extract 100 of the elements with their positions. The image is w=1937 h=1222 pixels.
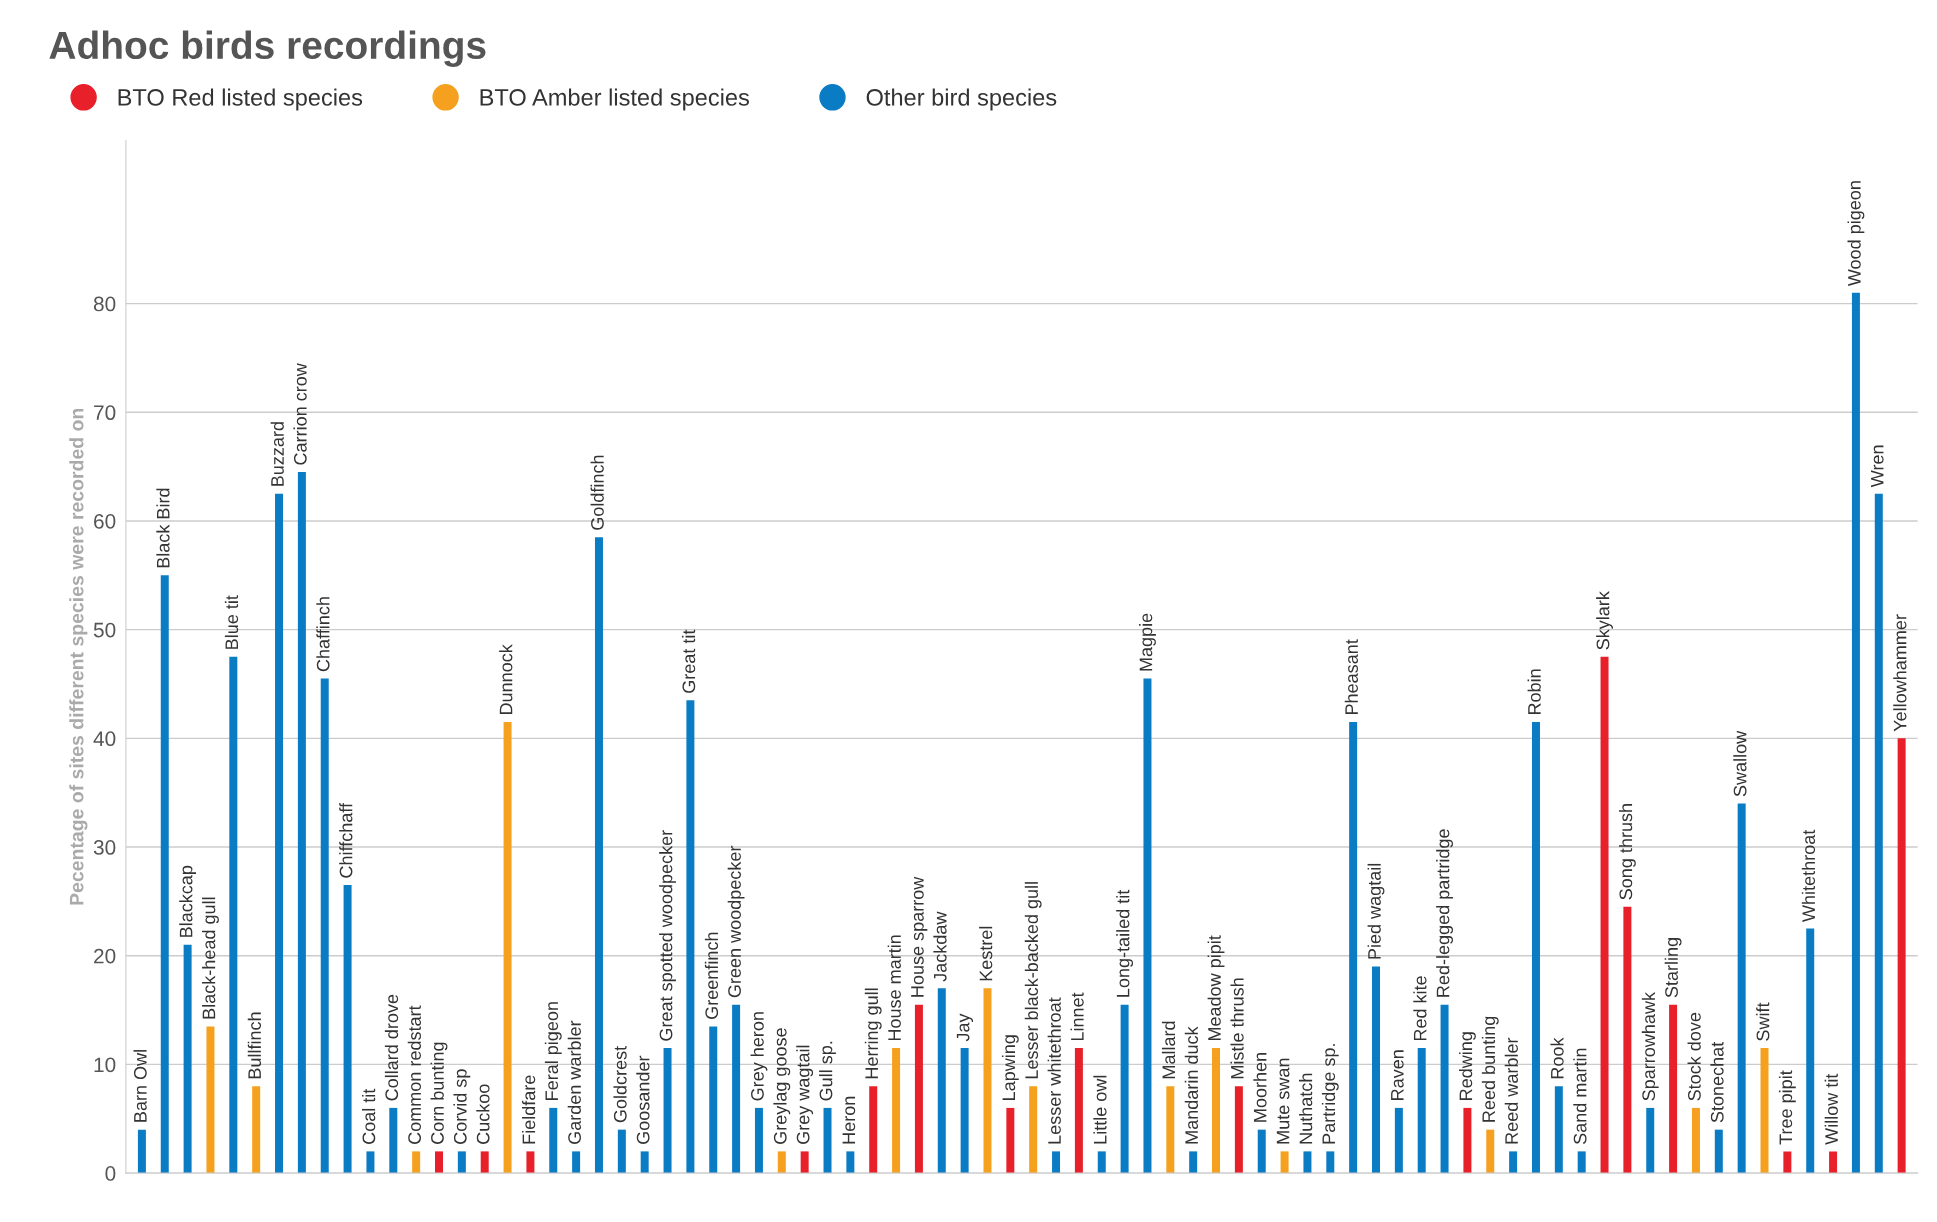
x-tick-label: Chiffchaff [339,802,353,878]
x-tick-label: Buzzard [270,422,284,486]
bar [1143,678,1152,1174]
bar [594,537,603,1174]
bar [777,1151,786,1174]
bar [754,1107,763,1174]
bar [412,1151,421,1174]
x-tick-label: Tree pipit [1778,1070,1796,1145]
x-tick-label: Heron [842,1096,856,1144]
bar [1851,292,1860,1174]
x-tick-label: Lapwing [1001,1035,1019,1100]
x-tick-label: Little owl [1093,1075,1107,1144]
bar [1577,1151,1586,1174]
bar [1440,1004,1449,1174]
x-tick-label: Pied wagtail [1367,863,1385,959]
x-tick-label: Wood pigeon [1847,181,1865,287]
bar [1623,906,1632,1174]
bar [800,1151,809,1174]
x-tick-label: Mandarin duck [1184,1026,1199,1144]
bar [549,1107,558,1174]
bar [1120,1004,1129,1174]
x-tick-label: Whitethroat [1801,829,1816,922]
bar [229,656,238,1174]
x-tick-label: Black Bird [156,488,170,568]
x-tick-label: Grey heron [750,1012,768,1101]
x-tick-label: Raven [1391,1050,1404,1100]
x-tick-label: Mallard [1161,1021,1176,1079]
bar [1737,803,1746,1174]
bar [160,575,169,1174]
x-tick-label: Greenfinch [704,932,719,1019]
bar [320,678,329,1174]
bar [823,1107,832,1174]
bar [1760,1048,1769,1174]
bar [526,1151,535,1174]
y-tick-label: 60 [94,513,116,529]
legend-label: BTO Red listed species [118,88,363,111]
bar [1486,1129,1495,1174]
x-tick-label: Black-head gull [202,897,219,1019]
chart-title: Adhoc birds recordings [49,30,486,67]
bar [617,1129,626,1174]
y-tick-label: 70 [94,405,116,421]
bar [1212,1048,1221,1174]
x-tick-label: Yellowhammer [1893,614,1907,732]
x-tick-label: Common redstart [407,1005,421,1144]
legend-label: Other bird species [866,88,1057,111]
x-tick-label: Herring gull [864,988,882,1079]
x-tick-label: House sparrow [911,876,928,997]
x-tick-label: Reed warbler [1504,1037,1518,1144]
bar [663,1048,672,1174]
bar [343,885,352,1174]
bar [1417,1048,1426,1174]
x-tick-label: Collard drove [384,994,399,1101]
bar [1463,1107,1472,1174]
x-tick-label: Goosander [636,1055,650,1144]
bar [1234,1086,1243,1174]
bar [732,1004,741,1174]
x-tick-label: Reed bunting [1481,1016,1499,1122]
bar [892,1048,901,1174]
x-tick-label: Willow tit [1824,1073,1838,1145]
bar [1280,1151,1289,1174]
bar [1874,493,1883,1174]
x-tick-label: Starling [1664,938,1682,998]
x-tick-label: Corvid sp [453,1069,471,1144]
x-tick-label: Feral pigeon [544,1002,562,1100]
bar [1531,722,1540,1174]
x-tick-label: Sparrowhawk [1641,991,1659,1101]
bar [206,1026,215,1174]
y-tick-label: 10 [94,1057,116,1073]
x-tick-label: Kestrel [979,926,993,981]
x-tick-label: Linnet [1070,992,1084,1041]
x-tick-label: Bullfinch [247,1012,262,1079]
x-tick-label: Blackcap [179,865,197,937]
x-tick-label: Fieldfare [522,1075,536,1144]
x-tick-label: Rook [1550,1037,1564,1079]
bar [1257,1129,1266,1174]
x-tick-label: Long-tailed tit [1116,889,1134,997]
x-tick-label: Partridge sp. [1321,1044,1339,1144]
bar [1166,1086,1175,1174]
x-tick-label: Greylag goose [773,1028,791,1144]
x-tick-label: Stock dove [1687,1012,1701,1101]
bar [435,1151,443,1174]
x-tick-label: Nuthatch [1299,1073,1313,1144]
bar [389,1107,398,1174]
bar [252,1086,261,1174]
x-tick-label: Great tit [681,629,696,693]
x-tick-label: Red kite [1413,976,1427,1041]
y-tick-label: 80 [93,296,116,312]
bar [457,1151,466,1174]
bar [1029,1086,1038,1174]
bar [1646,1107,1655,1174]
bar [1783,1151,1792,1174]
bar [846,1151,855,1174]
x-tick-label: Barn Owl [133,1050,147,1122]
bar [1691,1107,1700,1174]
bar [914,1004,923,1174]
x-tick-label: Moorhen [1253,1053,1267,1122]
x-tick-label: Blue tit [224,595,239,649]
x-tick-label: Sand martin [1573,1048,1587,1145]
y-tick-label: 30 [93,840,116,855]
x-tick-label: Magpie [1139,613,1156,671]
